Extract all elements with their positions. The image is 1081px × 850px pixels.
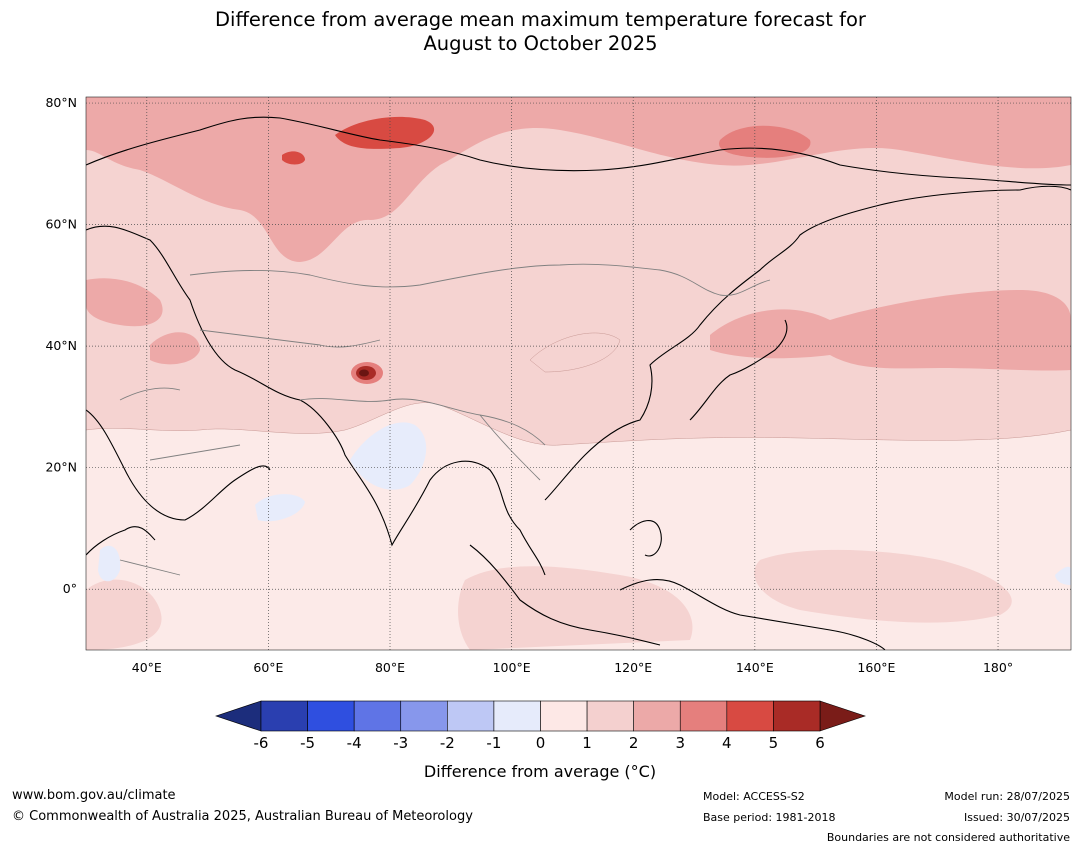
latitude-label: 80°N xyxy=(45,95,77,110)
anomaly-negative-india xyxy=(350,422,427,490)
issued-date: Issued: 30/07/2025 xyxy=(963,811,1070,824)
colorbar-label: Difference from average (°C) xyxy=(424,762,656,781)
longitude-label: 80°E xyxy=(375,660,405,675)
copyright-notice: © Commonwealth of Australia 2025, Austra… xyxy=(12,809,473,824)
website-link[interactable]: www.bom.gov.au/climate xyxy=(12,788,176,803)
anomaly-patch-tropics-3 xyxy=(86,579,162,650)
colorbar-ticks: -6 -5 -4 -3 -2 -1 0 1 2 3 4 5 6 xyxy=(254,734,825,752)
colorbar-max-extension xyxy=(819,700,866,732)
anomaly-band-2-3-arctic xyxy=(86,97,1071,262)
latitude-label: 60°N xyxy=(45,217,77,232)
longitude-label: 100°E xyxy=(493,660,531,675)
longitude-label: 60°E xyxy=(253,660,283,675)
colorbar-tick-label: 5 xyxy=(769,734,779,752)
anomaly-peak-siberia xyxy=(719,125,811,158)
colorbar-tick-label: -6 xyxy=(254,734,269,752)
model-name: Model: ACCESS-S2 xyxy=(703,790,805,803)
anomaly-band-2-3-pamir xyxy=(150,332,200,365)
map-frame xyxy=(85,96,1072,651)
anomaly-peak-scandinavia xyxy=(282,151,305,165)
anomaly-negative-arabian-sea xyxy=(255,494,305,522)
colorbar-min-extension xyxy=(215,700,262,732)
colorbar-tick-label: 0 xyxy=(536,734,546,752)
colorbar-tick-label: 2 xyxy=(629,734,639,752)
longitude-label: 180° xyxy=(983,660,1013,675)
anomaly-peak-tibet-core xyxy=(359,369,369,377)
coastlines xyxy=(86,116,1071,650)
anomaly-negative-east-africa xyxy=(98,545,121,582)
model-run-date: Model run: 28/07/2025 xyxy=(944,790,1070,803)
base-period: Base period: 1981-2018 xyxy=(703,811,836,824)
anomaly-negative-pacific-east xyxy=(1055,566,1071,585)
colorbar-tick-label: 6 xyxy=(815,734,825,752)
anomaly-patch-tropics-1 xyxy=(458,566,693,650)
colorbar-cell xyxy=(679,700,728,732)
colorbar-tick-label: 1 xyxy=(582,734,592,752)
colorbar-tick-label: 4 xyxy=(722,734,732,752)
latitude-label: 40°N xyxy=(45,338,77,353)
colorbar-cell xyxy=(493,700,541,732)
colorbar-cell xyxy=(260,700,308,732)
colorbar: -6 -5 -4 -3 -2 -1 0 1 2 3 4 5 6 Difference from aver… xyxy=(215,700,866,781)
colorbar-tick-label: 3 xyxy=(675,734,685,752)
longitude-labels: 40°E 60°E 80°E 100°E 120°E 140°E 160°E 180° xyxy=(132,660,1013,675)
map-area xyxy=(86,97,1071,650)
colorbar-tick-label: -1 xyxy=(486,734,501,752)
anomaly-patch-tropics-2 xyxy=(754,549,1012,623)
country-boundaries xyxy=(119,263,771,576)
anomaly-peak-kara-sea xyxy=(335,116,435,149)
colorbar-tick-label: -5 xyxy=(300,734,315,752)
boundary-disclaimer: Boundaries are not considered authoritat… xyxy=(826,831,1070,844)
graticule xyxy=(86,97,1071,650)
map-title: Difference from average mean maximum tem… xyxy=(0,8,1081,56)
colorbar-cell xyxy=(353,700,402,732)
colorbar-tick-label: -4 xyxy=(347,734,362,752)
latitude-labels: 80°N 60°N 40°N 20°N 0° xyxy=(45,95,77,596)
colorbar-cell xyxy=(633,700,681,732)
anomaly-band-2-3-caspian xyxy=(86,278,163,327)
title-line-2: August to October 2025 xyxy=(423,32,658,55)
latitude-label: 0° xyxy=(63,581,77,596)
longitude-label: 140°E xyxy=(736,660,774,675)
colorbar-cell xyxy=(307,700,355,732)
colorbar-tick-label: -3 xyxy=(393,734,408,752)
colorbar-cell xyxy=(400,700,448,732)
longitude-label: 40°E xyxy=(132,660,162,675)
latitude-label: 20°N xyxy=(45,460,77,475)
colorbar-tick-label: -2 xyxy=(440,734,455,752)
longitude-label: 120°E xyxy=(614,660,652,675)
colorbar-cell xyxy=(726,700,774,732)
colorbar-cell xyxy=(773,700,821,732)
colorbar-cell xyxy=(447,700,495,732)
longitude-label: 160°E xyxy=(857,660,895,675)
colorbar-cell xyxy=(540,700,588,732)
anomaly-band-2-3-pacific xyxy=(710,290,1071,371)
colorbar-cell xyxy=(586,700,634,732)
title-line-1: Difference from average mean maximum tem… xyxy=(215,8,866,31)
colorbar-cells xyxy=(260,700,821,732)
